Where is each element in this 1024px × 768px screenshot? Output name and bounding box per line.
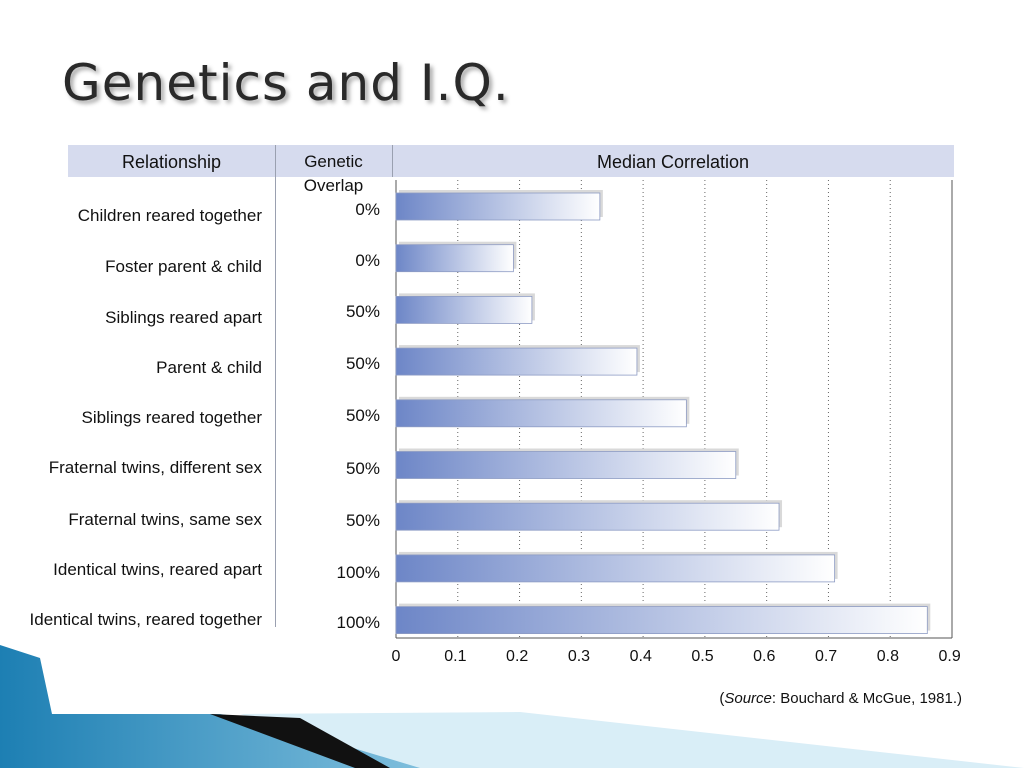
row-label: Foster parent & child [105, 257, 262, 276]
header-genetic-overlap: Genetic Overlap [303, 152, 364, 195]
header-relationship: Relationship [121, 152, 222, 172]
slide-title: Genetics and I.Q. [62, 54, 510, 112]
source-text: : Bouchard & McGue, 1981.) [771, 690, 962, 707]
bar-5 [395, 399, 687, 428]
table-header-bar [68, 145, 954, 177]
bar-9 [395, 606, 928, 634]
row-label: Siblings reared apart [105, 308, 262, 327]
corner-light-band [240, 712, 1024, 768]
x-tick-label: 0.9 [938, 648, 961, 665]
row-label: Siblings reared together [81, 408, 262, 427]
overlap-value: 50% [345, 406, 380, 425]
overlap-value: 50% [345, 511, 380, 530]
source-label: Source [724, 690, 772, 707]
bar-7 [395, 502, 780, 531]
x-tick-label: 0.6 [753, 648, 776, 665]
overlap-value: 100% [336, 613, 380, 632]
corner-black-stroke [210, 714, 390, 768]
bar-6 [395, 451, 737, 479]
column-divider-1 [275, 145, 276, 627]
x-tick-label: 0.8 [876, 648, 899, 665]
bar-3 [395, 295, 533, 324]
overlap-value: 50% [345, 302, 380, 321]
corner-blue-shape [0, 645, 560, 768]
x-tick-label: 0.1 [444, 648, 467, 665]
header-median-correlation: Median Correlation [596, 152, 750, 172]
overlap-value: 50% [345, 459, 380, 478]
row-label: Fraternal twins, different sex [48, 458, 262, 477]
row-label: Identical twins, reared apart [53, 560, 262, 579]
x-tick-label: 0 [391, 648, 401, 665]
overlap-value: 50% [345, 354, 380, 373]
row-label: Parent & child [156, 358, 262, 377]
x-tick-label: 0.2 [506, 648, 529, 665]
overlap-value: 0% [355, 251, 380, 270]
source-citation: (Source: Bouchard & McGue, 1981.) [719, 690, 962, 707]
bar-2 [395, 244, 514, 273]
bar-8 [395, 554, 836, 583]
bar-4 [395, 347, 638, 376]
row-label: Fraternal twins, same sex [68, 510, 262, 529]
x-tick-label: 0.7 [814, 648, 838, 665]
row-label: Children reared together [77, 206, 262, 225]
x-tick-label: 0.4 [629, 648, 652, 665]
overlap-value: 0% [355, 200, 380, 219]
column-divider-2 [392, 145, 393, 177]
bar-1 [395, 192, 601, 221]
x-tick-label: 0.5 [691, 648, 714, 665]
row-label: Identical twins, reared together [29, 610, 262, 629]
overlap-value: 100% [336, 563, 380, 582]
source-open-paren: ( [719, 690, 725, 707]
x-tick-label: 0.3 [567, 648, 591, 665]
